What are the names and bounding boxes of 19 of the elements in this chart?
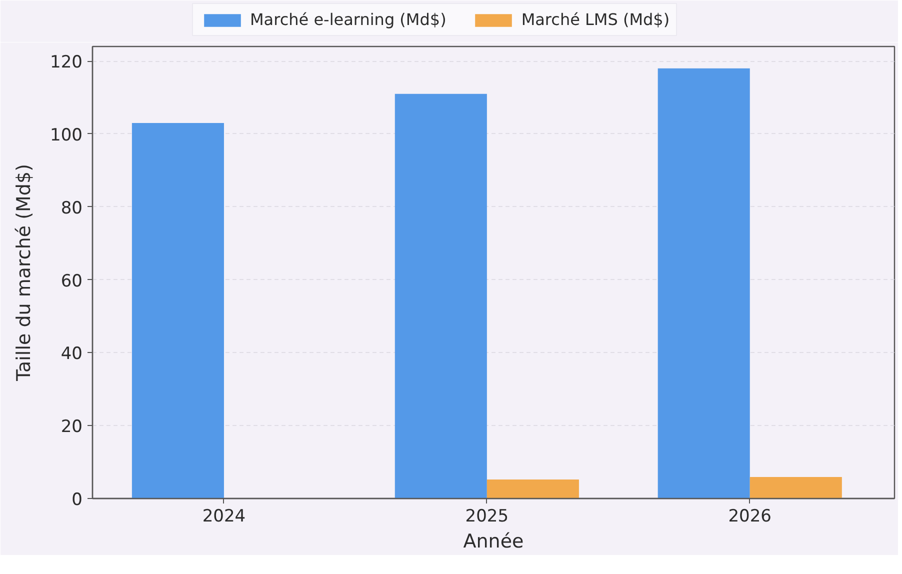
bar	[750, 476, 842, 498]
x-axis-title: Année	[463, 530, 524, 552]
bar	[658, 68, 750, 498]
x-tick-label: 2026	[728, 506, 772, 526]
y-tick-label: 120	[50, 52, 83, 73]
legend-label: Marché e-learning (Md$)	[250, 10, 446, 29]
y-axis-title: Taille du marché (Md$)	[13, 164, 36, 382]
y-tick-label: 60	[60, 271, 83, 292]
y-tick-label: 0	[72, 490, 83, 510]
x-tick-label: 2024	[202, 506, 246, 526]
legend-label: Marché LMS (Md$)	[521, 10, 670, 29]
x-tick-label: 2025	[465, 506, 509, 526]
y-tick-label: 100	[50, 125, 83, 146]
bar	[486, 480, 579, 498]
y-tick-label: 80	[60, 198, 83, 218]
bar	[132, 123, 224, 498]
y-tick-label: 20	[60, 417, 83, 438]
y-tick-label: 40	[60, 344, 83, 364]
bar	[394, 94, 487, 498]
